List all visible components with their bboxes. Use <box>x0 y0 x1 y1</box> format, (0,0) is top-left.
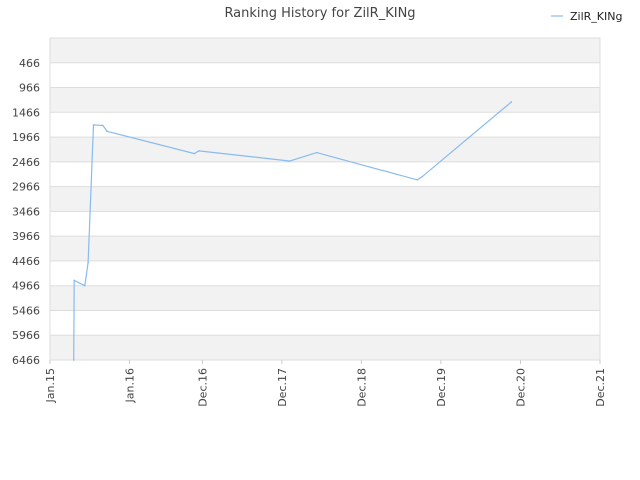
x-tick-label: Dec.19 <box>435 368 448 407</box>
y-tick-label: 2966 <box>12 181 40 194</box>
data-point <box>102 124 104 127</box>
x-axis: Jan.15 Jan.16 Dec.16 Dec.17 Dec.18 Dec.19 Dec.… <box>44 360 607 407</box>
x-tick-label: Dec.21 <box>594 368 607 407</box>
legend-label: ZilR_KINg <box>570 10 622 23</box>
chart-title: Ranking History for ZilR_KINg <box>224 6 415 21</box>
data-point <box>92 124 95 126</box>
data-point <box>72 359 75 361</box>
data-point <box>198 150 200 152</box>
data-point <box>73 279 75 282</box>
y-tick-label: 5466 <box>12 304 40 317</box>
x-tick-label: Jan.15 <box>44 368 57 403</box>
x-tick-label: Dec.17 <box>276 368 289 407</box>
series-layer <box>72 101 513 361</box>
grid-band <box>50 285 600 311</box>
x-tick-label: Dec.16 <box>196 368 209 407</box>
data-point <box>106 130 108 133</box>
data-point <box>288 160 291 162</box>
y-tick-label: 4466 <box>12 255 40 268</box>
x-tick-label: Dec.18 <box>355 368 368 407</box>
x-tick-label: Jan.16 <box>123 368 136 403</box>
data-point <box>416 179 419 181</box>
y-tick-label: 2466 <box>12 156 40 169</box>
grid-band <box>50 186 600 212</box>
grid-band <box>50 38 600 63</box>
data-point <box>285 159 287 162</box>
y-axis: 466 966 1466 1966 2466 2966 3466 3966 4466 4966 54… <box>12 57 40 367</box>
grid-band <box>50 236 600 261</box>
legend: ZilR_KINg <box>551 10 622 23</box>
y-tick-label: 6466 <box>12 354 40 367</box>
grid-band <box>50 137 600 162</box>
data-point <box>315 151 318 154</box>
y-tick-label: 1966 <box>12 131 40 144</box>
data-point <box>193 152 196 155</box>
y-tick-label: 4966 <box>12 280 40 293</box>
y-tick-label: 466 <box>19 57 40 70</box>
data-point <box>510 101 513 103</box>
plot-border <box>49 37 601 361</box>
plot-background <box>50 38 600 360</box>
x-tick-label: Dec.20 <box>515 368 528 407</box>
y-tick-label: 3966 <box>12 230 40 243</box>
y-tick-label: 3466 <box>12 205 40 218</box>
y-tick-label: 1466 <box>12 106 40 119</box>
grid-band <box>50 335 600 360</box>
y-tick-label: 5966 <box>12 329 40 342</box>
data-point <box>421 176 423 178</box>
data-point <box>84 284 86 287</box>
data-point <box>87 261 89 264</box>
y-tick-label: 966 <box>19 82 40 95</box>
grid-lines <box>49 37 601 361</box>
grid-band <box>50 87 600 113</box>
